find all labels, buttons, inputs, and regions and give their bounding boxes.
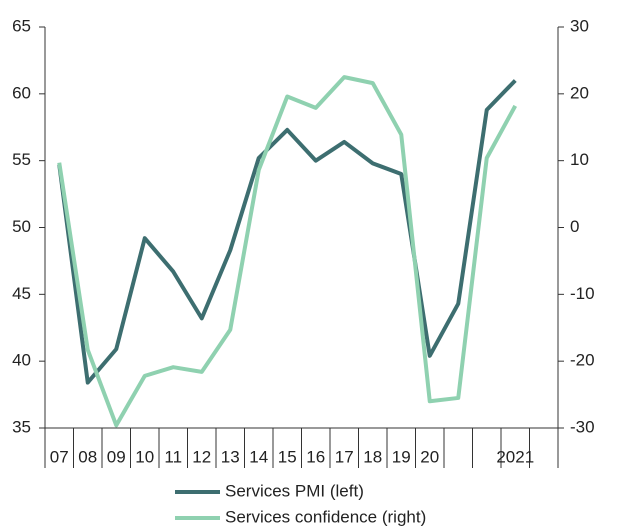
- x-tick-label: 13: [221, 447, 240, 466]
- y-tick-label: 40: [12, 351, 31, 370]
- x-tick-label: 20: [420, 447, 439, 466]
- legend-label: Services PMI (left): [225, 481, 364, 500]
- x-tick-label: 07: [50, 447, 69, 466]
- x-tick-label: 16: [306, 447, 325, 466]
- y2-tick-label: -10: [570, 284, 595, 303]
- y2-tick-label: -30: [570, 417, 595, 436]
- y2-tick-label: 20: [570, 83, 589, 102]
- y-tick-label: 45: [12, 284, 31, 303]
- x-tick-label: 14: [249, 447, 268, 466]
- x-tick-label: 12: [192, 447, 211, 466]
- y-tick-label: 65: [12, 16, 31, 35]
- x-tick-label: 2021: [496, 447, 534, 466]
- x-tick-label: 09: [107, 447, 126, 466]
- y-tick-label: 60: [12, 83, 31, 102]
- x-tick-label: 11: [164, 447, 182, 466]
- legend-label: Services confidence (right): [225, 507, 426, 526]
- y2-tick-label: 10: [570, 150, 589, 169]
- x-tick-label: 19: [392, 447, 411, 466]
- y-tick-label: 35: [12, 417, 31, 436]
- y-tick-label: 50: [12, 217, 31, 236]
- y2-tick-label: 0: [570, 217, 579, 236]
- series-line: [57, 75, 518, 428]
- y-tick-label: 55: [12, 150, 31, 169]
- x-tick-label: 18: [363, 447, 382, 466]
- y2-tick-label: 30: [570, 16, 589, 35]
- x-tick-label: 15: [278, 447, 297, 466]
- x-tick-label: 08: [78, 447, 97, 466]
- series-line: [57, 79, 517, 385]
- y2-tick-label: -20: [570, 351, 595, 370]
- x-tick-label: 17: [335, 447, 354, 466]
- x-tick-label: 10: [135, 447, 154, 466]
